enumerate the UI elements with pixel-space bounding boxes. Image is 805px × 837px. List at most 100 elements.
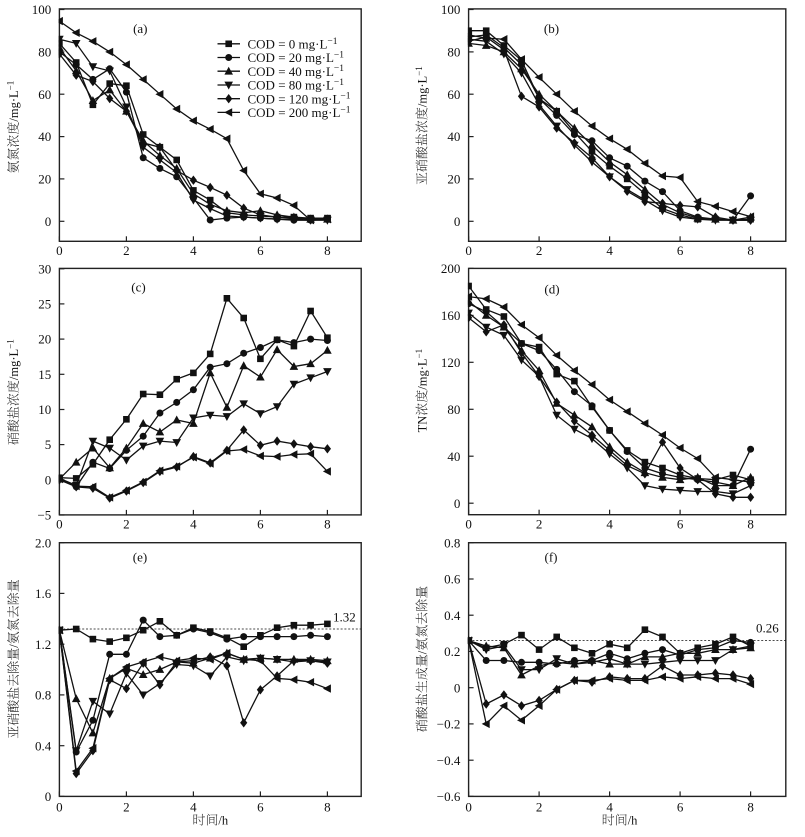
svg-text:−1: −1 <box>334 51 344 61</box>
svg-text:1.32: 1.32 <box>333 610 356 625</box>
svg-text:0.8: 0.8 <box>35 688 51 703</box>
svg-text:/h: /h <box>218 814 228 828</box>
svg-text:/: / <box>416 650 430 654</box>
svg-text:COD = 0 mg·L: COD = 0 mg·L <box>248 36 328 51</box>
svg-text:0: 0 <box>56 516 63 531</box>
svg-text:2: 2 <box>536 799 543 814</box>
svg-text:6: 6 <box>257 799 264 814</box>
svg-text:40: 40 <box>447 449 460 464</box>
svg-text:1.2: 1.2 <box>35 637 51 652</box>
svg-text:8: 8 <box>747 799 754 814</box>
svg-text:0.2: 0.2 <box>444 644 460 659</box>
svg-text:/: / <box>7 644 21 648</box>
svg-text:200: 200 <box>441 261 461 276</box>
svg-text:2: 2 <box>536 243 543 258</box>
svg-text:8: 8 <box>324 799 331 814</box>
svg-text:/mg·L: /mg·L <box>416 358 430 389</box>
svg-text:0: 0 <box>454 214 461 229</box>
svg-text:40: 40 <box>447 129 460 144</box>
svg-text:4: 4 <box>606 516 613 531</box>
svg-text:−5: −5 <box>37 508 51 523</box>
svg-text:COD = 200 mg·L: COD = 200 mg·L <box>248 105 341 120</box>
svg-text:100: 100 <box>32 2 52 17</box>
svg-text:(a): (a) <box>133 21 147 36</box>
svg-text:4: 4 <box>190 516 197 531</box>
svg-text:0: 0 <box>454 496 461 511</box>
svg-text:COD = 40 mg·L: COD = 40 mg·L <box>248 64 334 79</box>
svg-text:0.4: 0.4 <box>444 608 461 623</box>
svg-text:4: 4 <box>190 799 197 814</box>
svg-text:4: 4 <box>606 243 613 258</box>
svg-text:0: 0 <box>56 799 63 814</box>
svg-text:0: 0 <box>465 799 472 814</box>
svg-text:/mg·L: /mg·L <box>7 90 21 121</box>
svg-text:0: 0 <box>465 516 472 531</box>
svg-text:−1: −1 <box>6 339 16 349</box>
svg-text:0.26: 0.26 <box>756 621 779 636</box>
svg-text:160: 160 <box>441 308 461 323</box>
svg-text:−1: −1 <box>334 64 344 74</box>
svg-text:1.6: 1.6 <box>35 586 52 601</box>
svg-text:(e): (e) <box>133 550 147 565</box>
svg-text:−0.6: −0.6 <box>437 789 461 804</box>
svg-text:0: 0 <box>56 243 63 258</box>
svg-text:30: 30 <box>38 261 51 276</box>
svg-text:0: 0 <box>45 214 52 229</box>
svg-text:6: 6 <box>677 799 684 814</box>
svg-text:−1: −1 <box>414 349 424 359</box>
svg-text:80: 80 <box>38 45 51 60</box>
svg-text:0.8: 0.8 <box>444 535 460 550</box>
svg-text:15: 15 <box>38 367 51 382</box>
svg-text:8: 8 <box>747 516 754 531</box>
svg-text:(f): (f) <box>545 550 558 565</box>
svg-text:−0.2: −0.2 <box>437 717 461 732</box>
svg-text:−1: −1 <box>414 66 424 76</box>
svg-text:−1: −1 <box>334 78 344 88</box>
svg-text:4: 4 <box>606 799 613 814</box>
svg-text:−1: −1 <box>327 37 337 47</box>
svg-text:(c): (c) <box>131 280 145 295</box>
svg-text:20: 20 <box>38 332 51 347</box>
svg-text:25: 25 <box>38 297 51 312</box>
svg-text:20: 20 <box>447 172 460 187</box>
svg-text:/mg·L: /mg·L <box>416 76 430 107</box>
svg-text:0.4: 0.4 <box>35 738 52 753</box>
svg-text:2: 2 <box>123 516 130 531</box>
svg-text:60: 60 <box>38 87 51 102</box>
svg-text:6: 6 <box>257 243 264 258</box>
svg-text:(d): (d) <box>544 282 559 297</box>
svg-text:COD = 20 mg·L: COD = 20 mg·L <box>248 50 334 65</box>
svg-text:0.6: 0.6 <box>444 572 461 587</box>
svg-text:8: 8 <box>324 243 331 258</box>
svg-text:20: 20 <box>38 172 51 187</box>
svg-text:100: 100 <box>441 2 461 17</box>
svg-text:6: 6 <box>677 516 684 531</box>
svg-text:0: 0 <box>465 243 472 258</box>
svg-text:6: 6 <box>257 516 264 531</box>
svg-text:40: 40 <box>38 129 51 144</box>
svg-text:−1: −1 <box>6 81 16 91</box>
svg-text:4: 4 <box>190 243 197 258</box>
svg-text:(b): (b) <box>544 21 559 36</box>
svg-text:COD = 120 mg·L: COD = 120 mg·L <box>248 91 341 106</box>
svg-text:10: 10 <box>38 402 51 417</box>
svg-text:2.0: 2.0 <box>35 535 51 550</box>
svg-text:2: 2 <box>123 243 130 258</box>
svg-text:−0.4: −0.4 <box>437 753 461 768</box>
svg-text:120: 120 <box>441 355 461 370</box>
svg-text:80: 80 <box>447 45 460 60</box>
svg-text:8: 8 <box>747 243 754 258</box>
svg-text:0: 0 <box>454 680 461 695</box>
svg-text:/h: /h <box>628 814 638 828</box>
svg-text:2: 2 <box>123 799 130 814</box>
svg-text:−1: −1 <box>340 92 350 102</box>
svg-text:0: 0 <box>45 789 52 804</box>
svg-text:−1: −1 <box>340 105 350 115</box>
svg-text:60: 60 <box>447 87 460 102</box>
svg-text:TN: TN <box>416 416 430 433</box>
svg-text:/mg·L: /mg·L <box>7 349 21 380</box>
svg-text:0: 0 <box>45 472 52 487</box>
svg-text:80: 80 <box>447 402 460 417</box>
svg-text:5: 5 <box>45 437 52 452</box>
svg-text:2: 2 <box>536 516 543 531</box>
